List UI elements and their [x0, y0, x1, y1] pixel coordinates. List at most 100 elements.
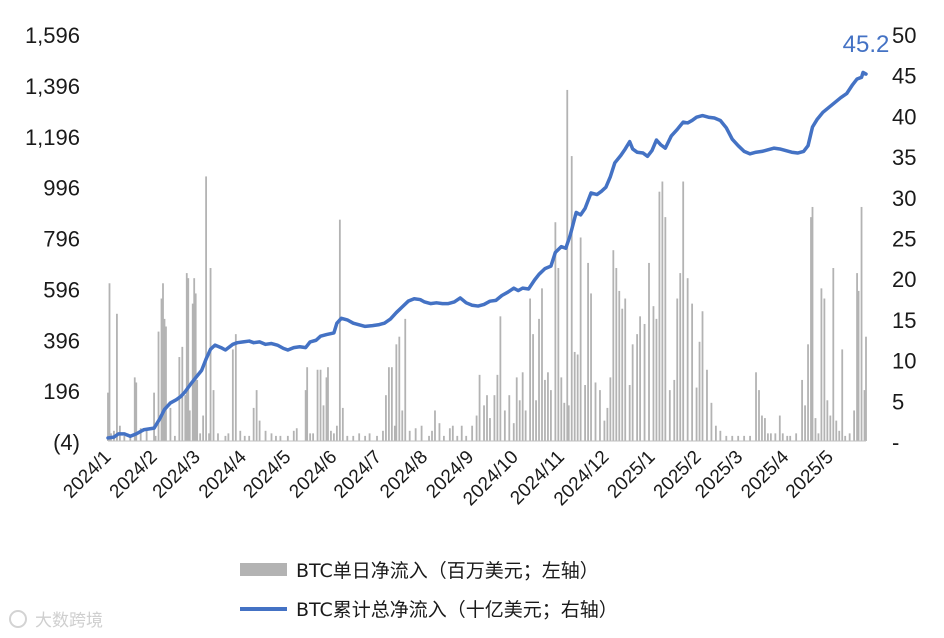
daily-inflow-bar [390, 367, 393, 441]
daily-inflow-bar [668, 390, 671, 441]
daily-inflow-bar [398, 336, 401, 441]
daily-inflow-bar [789, 435, 792, 441]
legend-swatch-daily-inflow [240, 563, 287, 576]
daily-inflow-bar [786, 435, 789, 441]
daily-inflow-bar [116, 313, 118, 441]
daily-inflow-bar [570, 156, 573, 441]
daily-inflow-bar [529, 298, 531, 441]
daily-inflow-bar [191, 303, 194, 441]
left-axis-tick-label: 996 [43, 176, 80, 201]
daily-inflow-bar [196, 379, 199, 441]
daily-inflow-bar [451, 425, 454, 441]
daily-inflow-bar [524, 410, 527, 441]
x-axis-tick-label: 2024/4 [195, 446, 251, 502]
daily-inflow-bar [573, 351, 576, 441]
daily-inflow-bar [157, 331, 160, 441]
left-axis-tick-label: 1,196 [25, 125, 80, 150]
daily-inflow-bar [162, 283, 164, 441]
latest-value-callout: 45.2 [843, 31, 890, 58]
legend-label-cumulative-inflow: BTC累计总净流入（十亿美元；右轴） [296, 599, 618, 621]
daily-inflow-bar [129, 435, 132, 441]
daily-inflow-bar [333, 433, 335, 441]
daily-inflow-bar [576, 354, 579, 441]
left-axis-tick-label: 196 [43, 379, 80, 404]
daily-inflow-bar [621, 308, 624, 441]
daily-inflow-bar [286, 435, 289, 441]
legend-label-daily-inflow: BTC单日净流入（百万美元；左轴） [296, 560, 599, 582]
daily-inflow-bar [252, 407, 255, 441]
daily-inflow-bar [376, 435, 378, 441]
daily-inflow-bar [631, 344, 634, 441]
daily-inflow-bar [612, 250, 615, 441]
daily-inflow-bar [804, 405, 806, 441]
daily-inflow-bar [820, 288, 823, 441]
daily-inflow-bar [832, 268, 835, 441]
daily-inflow-bar [388, 367, 390, 441]
right-axis-tick-label: 25 [892, 227, 916, 252]
x-axis-tick-label: 2025/5 [782, 447, 838, 503]
daily-inflow-bar [428, 435, 430, 441]
left-axis-tick-label: 1,596 [25, 23, 80, 48]
daily-inflow-bar [643, 323, 646, 441]
daily-inflow-bar [676, 298, 679, 441]
left-axis-tick-label: 1,396 [25, 74, 80, 99]
daily-inflow-bar [532, 334, 534, 441]
daily-inflow-bar [448, 428, 451, 441]
daily-inflow-bar [563, 402, 566, 441]
daily-inflow-bar [518, 400, 521, 441]
daily-inflow-bar [209, 268, 212, 441]
daily-inflow-bar [414, 428, 417, 441]
daily-inflow-bar [352, 435, 355, 441]
right-axis-tick-label: - [892, 430, 899, 455]
daily-inflow-bar [322, 405, 325, 441]
daily-inflow-bars [107, 89, 867, 441]
x-axis-tick-label: 2024/2 [106, 447, 162, 503]
daily-inflow-bar [725, 435, 728, 441]
daily-inflow-bar [508, 395, 511, 441]
daily-inflow-bar [368, 433, 371, 441]
daily-inflow-bar [521, 372, 524, 441]
daily-inflow-bar [460, 425, 463, 441]
daily-inflow-bar [664, 217, 667, 441]
daily-inflow-bar [312, 433, 315, 441]
cumulative-inflow-line-layer [106, 70, 868, 440]
right-axis-tick-label: 50 [892, 23, 916, 48]
daily-inflow-bar [860, 206, 863, 441]
daily-inflow-bar [636, 334, 639, 441]
daily-inflow-bar [695, 387, 698, 441]
daily-inflow-bar [801, 379, 803, 441]
daily-inflow-bar [587, 262, 589, 441]
daily-inflow-bar [154, 435, 157, 441]
daily-inflow-bar [853, 410, 856, 441]
daily-inflow-bar [810, 217, 812, 441]
daily-inflow-bar [795, 433, 798, 441]
daily-inflow-bar [661, 181, 664, 441]
right-axis-ticks: - 5 10 15 20 25 30 35 40 45 50 [892, 23, 916, 455]
daily-inflow-bar [606, 407, 609, 441]
daily-inflow-bar [443, 435, 445, 441]
daily-inflow-bar [503, 410, 506, 441]
daily-inflow-bar [764, 418, 766, 441]
daily-inflow-bar [758, 390, 760, 441]
daily-inflow-bar [420, 425, 423, 441]
daily-inflow-bar [393, 425, 396, 441]
daily-inflow-bar [456, 435, 459, 441]
daily-inflow-bar [385, 395, 387, 441]
daily-inflow-bar [838, 430, 841, 441]
x-axis-tick-label: 2025/3 [691, 447, 747, 503]
daily-inflow-bar [165, 326, 167, 441]
daily-inflow-bar [341, 407, 344, 441]
daily-inflow-bar [515, 377, 518, 441]
daily-inflow-bar [208, 433, 210, 441]
daily-inflow-bar [778, 415, 781, 441]
x-axis-tick-label: 2025/4 [737, 446, 793, 502]
right-axis-tick-label: 10 [892, 349, 916, 374]
watermark-logo-icon [9, 610, 27, 628]
daily-inflow-bar [628, 385, 631, 441]
daily-inflow-bar [309, 433, 312, 441]
daily-inflow-bar [217, 433, 219, 441]
right-axis-tick-label: 30 [892, 186, 916, 211]
daily-inflow-bar [823, 298, 826, 441]
daily-inflow-bar [335, 425, 338, 441]
daily-inflow-bar [579, 237, 582, 441]
